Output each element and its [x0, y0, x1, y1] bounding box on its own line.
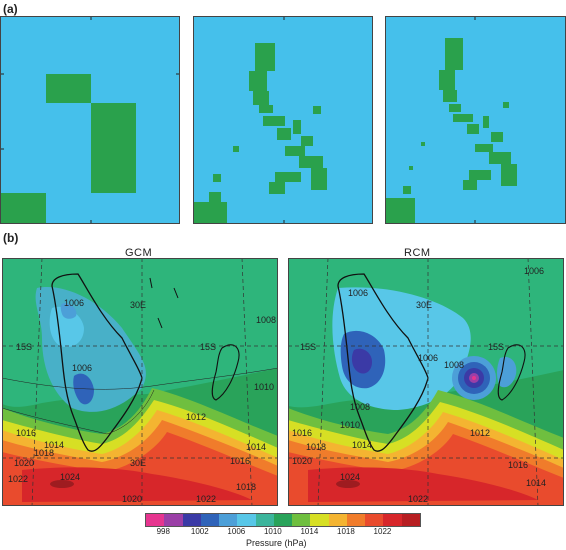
gcm-label: 1018: [236, 482, 257, 492]
colorbar-tick-label: 1018: [337, 527, 355, 536]
colorbar-swatch: [237, 514, 256, 526]
gcm-label: 30E: [130, 458, 147, 468]
colorbar-swatch: [219, 514, 238, 526]
panel-a-label: (a): [3, 2, 18, 16]
gcm-label: 1012: [186, 412, 207, 422]
colorbar-tick-label: 1010: [263, 527, 282, 536]
colorbar-swatch: [146, 514, 165, 526]
gcm-label: 1016: [230, 456, 251, 466]
gcm-label: 1006: [64, 298, 85, 308]
rcm-label: 1014: [352, 440, 373, 450]
gcm-label: 15S: [16, 342, 33, 352]
colorbar-swatch: [292, 514, 311, 526]
rcm-label: 1020: [292, 456, 313, 466]
rcm-label: 1012: [470, 428, 491, 438]
gcm-title: GCM: [125, 247, 153, 259]
gcm-label: 1010: [254, 382, 275, 392]
colorbar-tick-label: 998: [156, 527, 170, 536]
colorbar-swatch: [164, 514, 183, 526]
rcm-label: 1008: [350, 402, 371, 412]
grid-map-coarse: [0, 16, 180, 224]
colorbar-swatch: [255, 514, 274, 526]
gcm-label: 1014: [44, 440, 65, 450]
colorbar-swatch: [383, 514, 402, 526]
colorbar-swatch: [401, 514, 420, 526]
rcm-label: 1014: [526, 478, 547, 488]
rcm-pressure-map: [288, 258, 564, 506]
gcm-label: 1014: [246, 442, 267, 452]
colorbar-swatch: [346, 514, 366, 526]
rcm-label: 15S: [488, 342, 505, 352]
rcm-label: 1016: [508, 460, 529, 470]
rcm-label: 1008: [444, 360, 465, 370]
rcm-label: 1022: [408, 494, 429, 504]
colorbar-title: Pressure (hPa): [246, 538, 307, 548]
gcm-label: 1022: [196, 494, 217, 504]
gcm-label: 15S: [200, 342, 217, 352]
gcm-label: 1008: [256, 315, 277, 325]
panel-b-label: (b): [3, 231, 19, 245]
colorbar-tick-label: 1022: [373, 527, 392, 536]
grid-map-fine: [385, 16, 566, 224]
colorbar-swatch: [182, 514, 201, 526]
grid-map-medium: [193, 16, 373, 224]
colorbar-swatch: [310, 514, 329, 526]
colorbar-swatch: [365, 514, 384, 526]
rcm-label: 1016: [292, 428, 313, 438]
gcm-label: 1020: [14, 458, 35, 468]
pressure-colorbar: [145, 513, 421, 527]
rcm-label: 15S: [300, 342, 317, 352]
colorbar-tick-label: 1006: [227, 527, 246, 536]
colorbar-tick-label: 1002: [190, 527, 209, 536]
rcm-label: 1006: [348, 288, 369, 298]
colorbar-tick-labels: 998 1002 1006 1010 1014 1018 1022: [145, 527, 421, 537]
gcm-label: 1006: [72, 363, 93, 373]
rcm-label: 1018: [306, 442, 327, 452]
gcm-label: 1018: [34, 448, 55, 458]
gcm-label: 1020: [122, 494, 143, 504]
rcm-title: RCM: [404, 247, 431, 259]
rcm-label: 1006: [524, 266, 545, 276]
gcm-label: 1022: [8, 474, 29, 484]
colorbar-tick-label: 1014: [300, 527, 319, 536]
rcm-label: 30E: [416, 300, 433, 310]
gcm-pressure-map: [2, 258, 278, 506]
colorbar-swatch: [200, 514, 220, 526]
colorbar-swatch: [328, 514, 347, 526]
gcm-label: 1016: [16, 428, 37, 438]
gcm-label: 30E: [130, 300, 147, 310]
rcm-label: 1010: [340, 420, 361, 430]
rcm-label: 1024: [340, 472, 361, 482]
rcm-label: 1006: [418, 353, 439, 363]
colorbar-swatch: [273, 514, 293, 526]
gcm-label: 1024: [60, 472, 81, 482]
